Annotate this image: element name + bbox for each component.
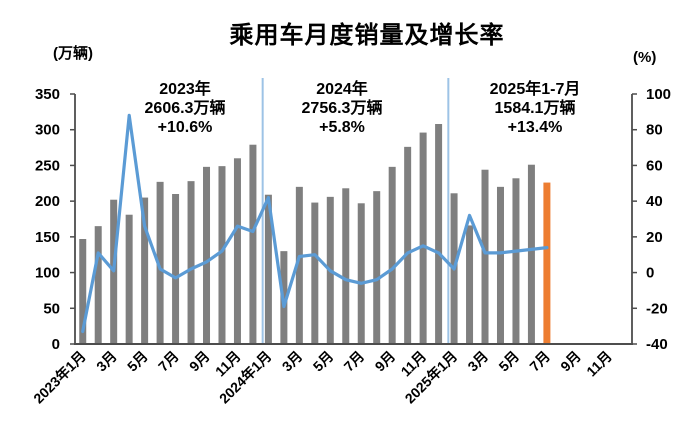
annotation-period: 2023年: [159, 81, 211, 98]
sales-bar-highlight: [543, 182, 551, 344]
right-axis-tick-label: 20: [646, 229, 663, 246]
sales-bar: [357, 203, 365, 344]
sales-bar: [342, 188, 350, 344]
x-axis-tick-label: 3月: [279, 348, 306, 375]
right-axis-tick-label: 40: [646, 193, 663, 210]
left-axis-tick-label: 200: [35, 193, 60, 210]
sales-bar: [264, 194, 272, 344]
annotation-2024: 2024年 2756.3万辆 +5.8%: [247, 80, 437, 137]
x-axis-tick-label: 9月: [186, 348, 213, 375]
annotation-growth: +13.4%: [507, 119, 563, 136]
right-axis-tick-label: 0: [646, 265, 654, 282]
x-axis-tick-label: 7月: [155, 348, 182, 375]
annotation-growth: +5.8%: [319, 119, 365, 136]
x-axis-tick-label: 3月: [464, 348, 491, 375]
annotation-total: 1584.1万辆: [494, 100, 576, 117]
annotation-2023: 2023年 2606.3万辆 +10.6%: [90, 80, 280, 137]
sales-bar: [141, 197, 149, 344]
sales-bar: [404, 146, 412, 344]
right-axis-unit-label: (%): [633, 49, 657, 66]
sales-bar: [249, 144, 257, 344]
right-axis-tick-label: -40: [646, 336, 668, 353]
sales-bar: [295, 186, 303, 344]
x-axis-tick-label: 11月: [583, 348, 615, 380]
annotation-period: 2025年1-7月: [489, 81, 581, 98]
annotation-total: 2606.3万辆: [144, 100, 226, 117]
sales-bar: [94, 226, 102, 344]
sales-bar: [311, 202, 319, 344]
sales-bar: [233, 158, 241, 344]
sales-bar: [203, 166, 211, 344]
annotation-2025: 2025年1-7月 1584.1万辆 +13.4%: [440, 80, 630, 137]
right-axis-tick-label: 100: [646, 86, 671, 103]
x-axis-tick-label: 2023年1月: [30, 348, 89, 407]
sales-bar: [79, 239, 87, 344]
chart-title: 乘用车月度销量及增长率: [229, 22, 505, 49]
left-axis-tick-label: 0: [52, 336, 60, 353]
sales-bar: [435, 124, 443, 344]
left-axis-tick-label: 150: [35, 229, 60, 246]
x-axis-tick-label: 5月: [495, 348, 522, 375]
right-axis-tick-label: -20: [646, 300, 668, 317]
x-axis-tick-label: 7月: [526, 348, 553, 375]
left-axis-tick-label: 250: [35, 157, 60, 174]
left-axis-tick-label: 350: [35, 86, 60, 103]
sales-bar: [527, 164, 535, 344]
sales-bar: [496, 186, 504, 344]
annotation-total: 2756.3万辆: [301, 100, 383, 117]
x-axis-tick-label: 3月: [93, 348, 120, 375]
sales-bar: [388, 166, 396, 344]
x-axis-tick-label: 5月: [124, 348, 151, 375]
sales-bar: [218, 166, 226, 344]
sales-bar: [187, 181, 195, 344]
annotation-growth: +10.6%: [157, 119, 213, 136]
x-axis-tick-label: 7月: [341, 348, 368, 375]
sales-bar: [466, 225, 474, 344]
annotation-period: 2024年: [316, 81, 368, 98]
left-axis-unit-label: (万辆): [53, 45, 93, 62]
sales-bar: [481, 169, 489, 344]
growth-rate-line: [81, 113, 549, 334]
right-axis-tick-label: 80: [646, 122, 663, 139]
sales-bar: [156, 181, 164, 344]
right-axis-tick-label: 60: [646, 157, 663, 174]
x-axis-tick-label: 9月: [557, 348, 584, 375]
left-axis-tick-label: 300: [35, 122, 60, 139]
x-axis-tick-label: 9月: [372, 348, 399, 375]
sales-bar: [512, 178, 520, 344]
sales-bar: [419, 132, 427, 344]
x-axis-tick-label: 5月: [310, 348, 337, 375]
sales-bar: [172, 194, 180, 344]
left-axis-tick-label: 50: [43, 300, 60, 317]
sales-bar: [373, 191, 381, 344]
left-axis-tick-label: 100: [35, 265, 60, 282]
sales-bar: [125, 214, 133, 344]
